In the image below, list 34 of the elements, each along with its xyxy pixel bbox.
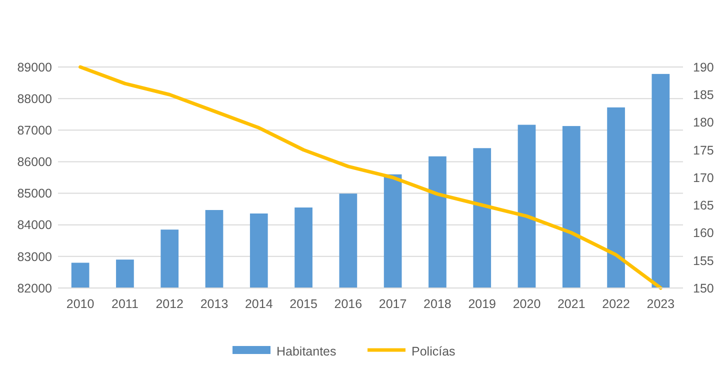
y-tick-label: 88000 — [17, 92, 52, 106]
x-tick-label: 2022 — [602, 297, 630, 311]
x-tick-label: 2021 — [557, 297, 586, 311]
y2-tick-label: 170 — [693, 170, 714, 185]
y-tick-label: 85000 — [17, 186, 52, 201]
x-tick-label: 2011 — [112, 297, 138, 311]
x-tick-label: 2010 — [66, 297, 94, 311]
y2-tick-label: 160 — [693, 226, 714, 240]
x-tick-label: 2020 — [512, 297, 541, 311]
x-tick-label: 2014 — [244, 297, 273, 311]
y2-tick-label: 150 — [693, 281, 714, 296]
x-tick-label: 2018 — [424, 297, 452, 311]
y-tick-label: 87000 — [17, 124, 52, 138]
legend-label: Policías — [412, 344, 456, 358]
line-series — [78, 65, 662, 290]
y-tick-label: 84000 — [17, 218, 52, 232]
y2-tick-label: 185 — [693, 88, 714, 102]
x-tick-label: 2016 — [334, 297, 362, 311]
y2-tick-label: 190 — [693, 60, 714, 74]
y2-tick-label: 180 — [693, 116, 714, 130]
x-tick-label: 2019 — [468, 297, 496, 311]
y2-tick-label: 165 — [693, 198, 714, 212]
y-tick-label: 82000 — [17, 281, 52, 296]
x-tick-label: 2012 — [156, 297, 184, 311]
x-tick-label: 2017 — [378, 297, 407, 311]
y-tick-label: 89000 — [17, 60, 52, 74]
legend-label: Habitantes — [276, 344, 336, 358]
y2-tick-label: 155 — [693, 254, 714, 268]
y2-tick-label: 175 — [693, 143, 714, 158]
x-tick-label: 2015 — [290, 297, 318, 311]
y-tick-label: 86000 — [17, 155, 52, 170]
x-tick-label: 2013 — [200, 297, 228, 311]
x-tick-label: 2023 — [646, 297, 675, 311]
y-tick-label: 83000 — [17, 250, 52, 264]
